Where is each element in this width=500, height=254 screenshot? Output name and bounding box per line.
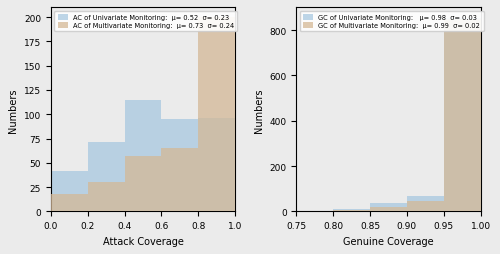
Bar (235, 166, 272, 212)
Bar (198, 18, 235, 212)
Legend: AC of Univariate Monitoring:  μ= 0.52  σ= 0.23, AC of Multivariate Monitoring:  : AC of Univariate Monitoring: μ= 0.52 σ= … (54, 12, 238, 32)
X-axis label: Attack Coverage: Attack Coverage (102, 236, 184, 246)
X-axis label: Genuine Coverage: Genuine Coverage (343, 236, 434, 246)
Bar (444, 19, 480, 212)
Bar (333, 209, 370, 212)
Bar (370, 208, 407, 212)
Bar (88, 143, 124, 212)
Bar (124, 100, 162, 212)
Bar (444, 20, 480, 212)
Bar (407, 196, 444, 212)
Bar (124, 156, 162, 212)
Bar (162, 149, 198, 212)
Y-axis label: Numbers: Numbers (254, 88, 264, 132)
Bar (407, 201, 444, 212)
Y-axis label: Numbers: Numbers (8, 88, 18, 132)
Bar (88, 183, 124, 212)
Bar (51, 171, 88, 212)
Bar (370, 204, 407, 212)
Bar (198, 119, 235, 212)
Legend: GC of Univariate Monitoring:   μ= 0.98  σ= 0.03, GC of Multivariate Monitoring: : GC of Univariate Monitoring: μ= 0.98 σ= … (300, 12, 484, 32)
Bar (333, 210, 370, 212)
Bar (51, 194, 88, 212)
Bar (162, 120, 198, 212)
Bar (235, 18, 272, 212)
